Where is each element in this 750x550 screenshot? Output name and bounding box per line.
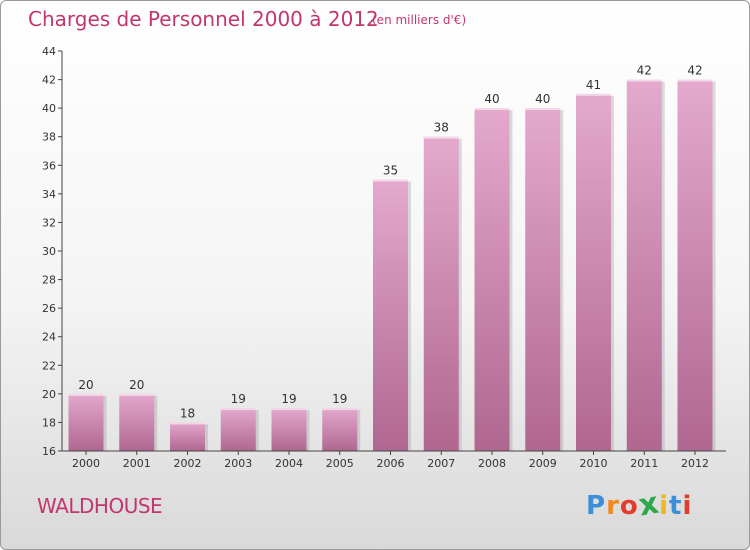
brand-logo-letter: P	[586, 491, 607, 521]
bar-2008	[474, 108, 510, 452]
data-label-2009: 40	[535, 92, 550, 106]
bar-highlight	[271, 408, 307, 411]
x-tick-label-2012: 2012	[681, 457, 709, 470]
bar-2005	[322, 408, 358, 451]
bar-2004	[271, 408, 307, 451]
bar-2010	[576, 93, 611, 451]
y-tick-label-18: 18	[42, 416, 56, 429]
data-label-2012: 42	[687, 64, 702, 78]
bar-2000	[68, 393, 104, 451]
brand-logo-letter: o	[619, 491, 639, 521]
data-label-2006: 35	[383, 164, 398, 178]
bar-2002	[170, 422, 205, 451]
location-label: WALDHOUSE	[37, 494, 163, 518]
data-label-2001: 20	[129, 378, 144, 392]
y-tick-label-36: 36	[42, 159, 56, 172]
data-label-2004: 19	[281, 392, 296, 406]
y-tick-label-44: 44	[42, 45, 56, 58]
brand-logo-letter: i	[682, 491, 693, 521]
bar-highlight	[170, 422, 205, 425]
x-tick-label-2004: 2004	[275, 457, 303, 470]
x-tick-label-2000: 2000	[72, 457, 100, 470]
bar-highlight	[68, 393, 104, 396]
y-tick-label-38: 38	[42, 131, 56, 144]
x-tick-label-2005: 2005	[326, 457, 354, 470]
x-tick-label-2010: 2010	[580, 457, 608, 470]
bar-highlight	[119, 393, 155, 396]
bar-highlight	[525, 108, 561, 111]
bar-2003	[220, 408, 256, 451]
data-label-2008: 40	[484, 92, 499, 106]
brand-logo: Proxiti	[586, 485, 693, 524]
y-tick-label-16: 16	[42, 445, 56, 458]
data-label-2002: 18	[180, 406, 195, 420]
brand-logo-letter: x	[635, 485, 663, 524]
bar-highlight	[373, 179, 408, 182]
bar-2007	[423, 136, 459, 451]
y-tick-label-22: 22	[42, 359, 56, 372]
bar-highlight	[423, 136, 459, 139]
chart-title: Charges de Personnel 2000 à 2012	[28, 7, 379, 31]
bar-highlight	[322, 408, 358, 411]
x-tick-label-2008: 2008	[478, 457, 506, 470]
x-tick-label-2003: 2003	[224, 457, 252, 470]
y-tick-label-20: 20	[42, 388, 56, 401]
bars-layer: 20 20 18 19 19 19 35 38 40 40 41 42 42	[68, 64, 716, 452]
brand-logo-letter: r	[606, 491, 620, 521]
data-label-2005: 19	[332, 392, 347, 406]
y-tick-label-30: 30	[42, 245, 56, 258]
y-tick-label-34: 34	[42, 188, 56, 201]
y-tick-label-28: 28	[42, 274, 56, 287]
data-label-2000: 20	[78, 378, 93, 392]
bar-2009	[525, 108, 561, 452]
bar-highlight	[626, 79, 662, 82]
x-tick-label-2007: 2007	[427, 457, 455, 470]
brand-logo-letter: i	[659, 491, 670, 521]
y-tick-label-32: 32	[42, 216, 56, 229]
bar-highlight	[474, 108, 510, 111]
x-tick-label-2002: 2002	[174, 457, 202, 470]
chart-subtitle: (en milliers d'€)	[372, 13, 467, 27]
y-tick-label-26: 26	[42, 302, 56, 315]
x-tick-label-2011: 2011	[630, 457, 658, 470]
data-label-2007: 38	[434, 121, 449, 135]
bar-2012	[677, 79, 713, 452]
brand-logo-letter: t	[669, 491, 683, 521]
bar-highlight	[220, 408, 256, 411]
x-tick-label-2009: 2009	[529, 457, 557, 470]
axis-layer: 2000 2001 2002 2003 2004 2005 2006 2007 2008 2009…	[42, 45, 726, 470]
x-tick-label-2006: 2006	[377, 457, 405, 470]
x-tick-label-2001: 2001	[123, 457, 151, 470]
data-label-2010: 41	[586, 78, 601, 92]
y-tick-label-40: 40	[42, 102, 56, 115]
y-tick-label-24: 24	[42, 331, 56, 344]
data-label-2003: 19	[231, 392, 246, 406]
bar-highlight	[677, 79, 713, 82]
y-tick-label-42: 42	[42, 74, 56, 87]
bar-2001	[119, 393, 155, 451]
bar-2011	[626, 79, 662, 452]
bar-highlight	[576, 93, 611, 96]
bar-2006	[373, 179, 408, 452]
data-label-2011: 42	[637, 64, 652, 78]
